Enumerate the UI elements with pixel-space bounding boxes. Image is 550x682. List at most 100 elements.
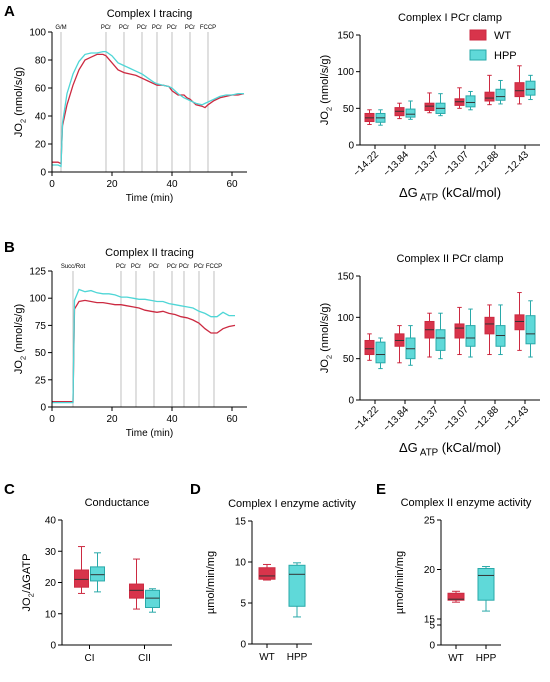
complex2-pcr-clamp-box-hpp <box>465 325 476 347</box>
complex1-enzyme-title: Complex I enzyme activity <box>228 498 356 510</box>
complex2-tracing-x-tick-label: 40 <box>166 414 178 425</box>
complex2-enzyme-title: Complex II enzyme activity <box>401 497 532 509</box>
complex1-pcr-clamp-x-tick-label: −12.43 <box>502 149 532 179</box>
complex2-tracing-injection-label: PCr <box>194 264 204 270</box>
complex2-enzyme-y-tick-label: 0 <box>429 641 435 652</box>
complex2-enzyme-box-hpp <box>477 568 495 601</box>
complex2-enzyme-y-label: µmol/min/mg <box>394 551 406 614</box>
complex1-pcr-clamp-x-tick-label: −13.07 <box>442 149 472 179</box>
complex1-pcr-clamp-x-tick-label: −12.88 <box>472 149 502 179</box>
complex1-pcr-clamp-y-tick-label: 50 <box>343 104 355 115</box>
complex1-pcr-clamp-box-wt <box>424 102 435 112</box>
conductance-y-tick-label: 20 <box>45 578 57 589</box>
complex2-enzyme-y-tick-label: 20 <box>424 565 436 576</box>
complex2-tracing-series-wt-line <box>52 299 236 403</box>
complex2-pcr-clamp-title: Complex II PCr clamp <box>397 253 504 265</box>
complex2-pcr-clamp-y-tick-label: 150 <box>337 272 354 283</box>
complex2-enzyme-y-tick-label: 15 <box>424 615 436 626</box>
complex1-tracing-x-tick-label: 60 <box>226 179 238 190</box>
complex1-enzyme-y-label: µmol/min/mg <box>205 551 217 614</box>
complex2-pcr-clamp-box-hpp <box>375 341 386 364</box>
complex1-enzyme-x-tick-label: WT <box>259 652 275 663</box>
complex2-tracing-x-tick-label: 20 <box>106 414 118 425</box>
complex1-tracing-y-tick-label: 60 <box>35 84 47 95</box>
complex2-pcr-clamp-x-tick-label: −12.88 <box>472 404 502 434</box>
complex2-pcr-clamp-y-tick-label: 100 <box>337 313 354 324</box>
complex1-enzyme-y-tick-label: 10 <box>235 558 247 569</box>
complex2-pcr-clamp-y-tick-label: 0 <box>348 396 354 407</box>
complex2-pcr-clamp-x-tick-label: −13.07 <box>442 404 472 434</box>
complex2-tracing-y-tick-label: 125 <box>29 267 46 278</box>
panel-label-c: C <box>4 481 15 498</box>
complex2-tracing-injection-label: PCr <box>149 264 159 270</box>
complex2-tracing-y-tick-label: 50 <box>35 348 47 359</box>
complex1-tracing-injection-label: PCr <box>167 25 177 31</box>
complex1-tracing-injection-label: PCr <box>119 25 129 31</box>
complex1-tracing-y-tick-label: 20 <box>35 140 47 151</box>
complex1-pcr-clamp-box-wt <box>514 82 525 98</box>
complex2-pcr-clamp-y-tick-label: 50 <box>343 354 355 365</box>
complex2-pcr-clamp-x-tick-label: −12.43 <box>502 404 532 434</box>
complex1-enzyme-y-tick-label: 0 <box>240 640 246 651</box>
complex2-tracing-injection-label: FCCP <box>206 264 222 270</box>
complex1-tracing-y-tick-label: 100 <box>29 28 46 39</box>
complex1-tracing-series-hpp-line <box>52 50 244 168</box>
complex2-enzyme-x-tick-label: HPP <box>476 653 497 664</box>
complex1-pcr-clamp-box-wt <box>484 91 495 102</box>
legend-wt-label: WT <box>494 30 511 42</box>
legend-wt-swatch <box>469 29 487 41</box>
complex1-pcr-clamp-box-hpp <box>405 108 416 118</box>
complex2-tracing-y-tick-label: 25 <box>35 375 47 386</box>
complex1-enzyme-box-hpp <box>288 564 306 607</box>
complex1-pcr-clamp-box-hpp <box>495 88 506 101</box>
complex1-tracing-injection-label: PCr <box>185 25 195 31</box>
complex2-pcr-clamp-x-tick-label: −13.84 <box>382 404 412 434</box>
complex1-tracing-x-tick-label: 20 <box>106 179 118 190</box>
complex1-tracing-injection-label: PCr <box>101 25 111 31</box>
complex2-enzyme-y-tick-label: 25 <box>424 516 436 527</box>
complex2-tracing-y-tick-label: 0 <box>40 403 46 414</box>
complex2-tracing-injection-label: PCr <box>131 264 141 270</box>
complex2-tracing-title: Complex II tracing <box>105 247 194 259</box>
complex1-enzyme-x-tick-label: HPP <box>287 652 308 663</box>
complex1-pcr-clamp-box-hpp <box>465 95 476 108</box>
complex2-enzyme-x-tick-label: WT <box>448 653 464 664</box>
conductance-box-wt <box>74 569 89 588</box>
complex2-pcr-clamp-y-label: JO2 (nmol/s/g) <box>319 303 333 373</box>
conductance-y-tick-label: 30 <box>45 547 57 558</box>
complex1-enzyme-y-tick-label: 15 <box>235 517 247 528</box>
complex2-tracing-injection-label: PCr <box>179 264 189 270</box>
complex1-enzyme-box-wt <box>258 567 276 580</box>
complex1-pcr-clamp-title: Complex I PCr clamp <box>398 12 502 24</box>
complex2-tracing-x-tick-label: 60 <box>226 414 238 425</box>
complex2-pcr-clamp-box-hpp <box>435 329 446 351</box>
complex2-pcr-clamp-box-wt <box>364 339 375 356</box>
panel-label-a: A <box>4 3 15 20</box>
complex1-tracing-x-tick-label: 0 <box>49 179 55 190</box>
panel-label-e: E <box>376 481 386 498</box>
complex2-tracing-y-label: JO2 (nmol/s/g) <box>13 304 27 374</box>
conductance-x-tick-label: CI <box>85 653 95 664</box>
complex2-pcr-clamp-box-wt <box>514 314 525 331</box>
conductance-box-hpp <box>90 566 105 582</box>
complex1-pcr-clamp-y-label: JO2 (nmol/s/g) <box>319 55 333 125</box>
complex2-enzyme-box-wt <box>447 592 465 601</box>
complex1-pcr-clamp-x-tick-label: −13.84 <box>382 149 412 179</box>
conductance-title: Conductance <box>85 497 150 509</box>
complex1-pcr-clamp-y-tick-label: 100 <box>337 67 354 78</box>
legend-hpp-label: HPP <box>494 50 517 62</box>
complex2-pcr-clamp-box-wt <box>454 323 465 339</box>
panel-label-b: B <box>4 239 15 256</box>
complex1-tracing-y-label: JO2 (nmol/s/g) <box>13 67 27 137</box>
complex1-tracing-x-tick-label: 40 <box>166 179 178 190</box>
complex1-tracing-series-wt-line <box>52 53 245 165</box>
complex2-tracing-y-tick-label: 75 <box>35 321 47 332</box>
complex2-tracing-x-label: Time (min) <box>126 428 173 439</box>
complex2-tracing-injection-label: PCr <box>167 264 177 270</box>
complex2-tracing-series-hpp-line <box>52 288 235 404</box>
complex1-tracing-title: Complex I tracing <box>107 8 193 20</box>
complex1-pcr-clamp-x-tick-label: −14.22 <box>352 149 382 179</box>
complex2-tracing-x-tick-label: 0 <box>49 414 55 425</box>
complex1-tracing-y-tick-label: 40 <box>35 112 47 123</box>
complex1-pcr-clamp-y-tick-label: 0 <box>348 141 354 152</box>
